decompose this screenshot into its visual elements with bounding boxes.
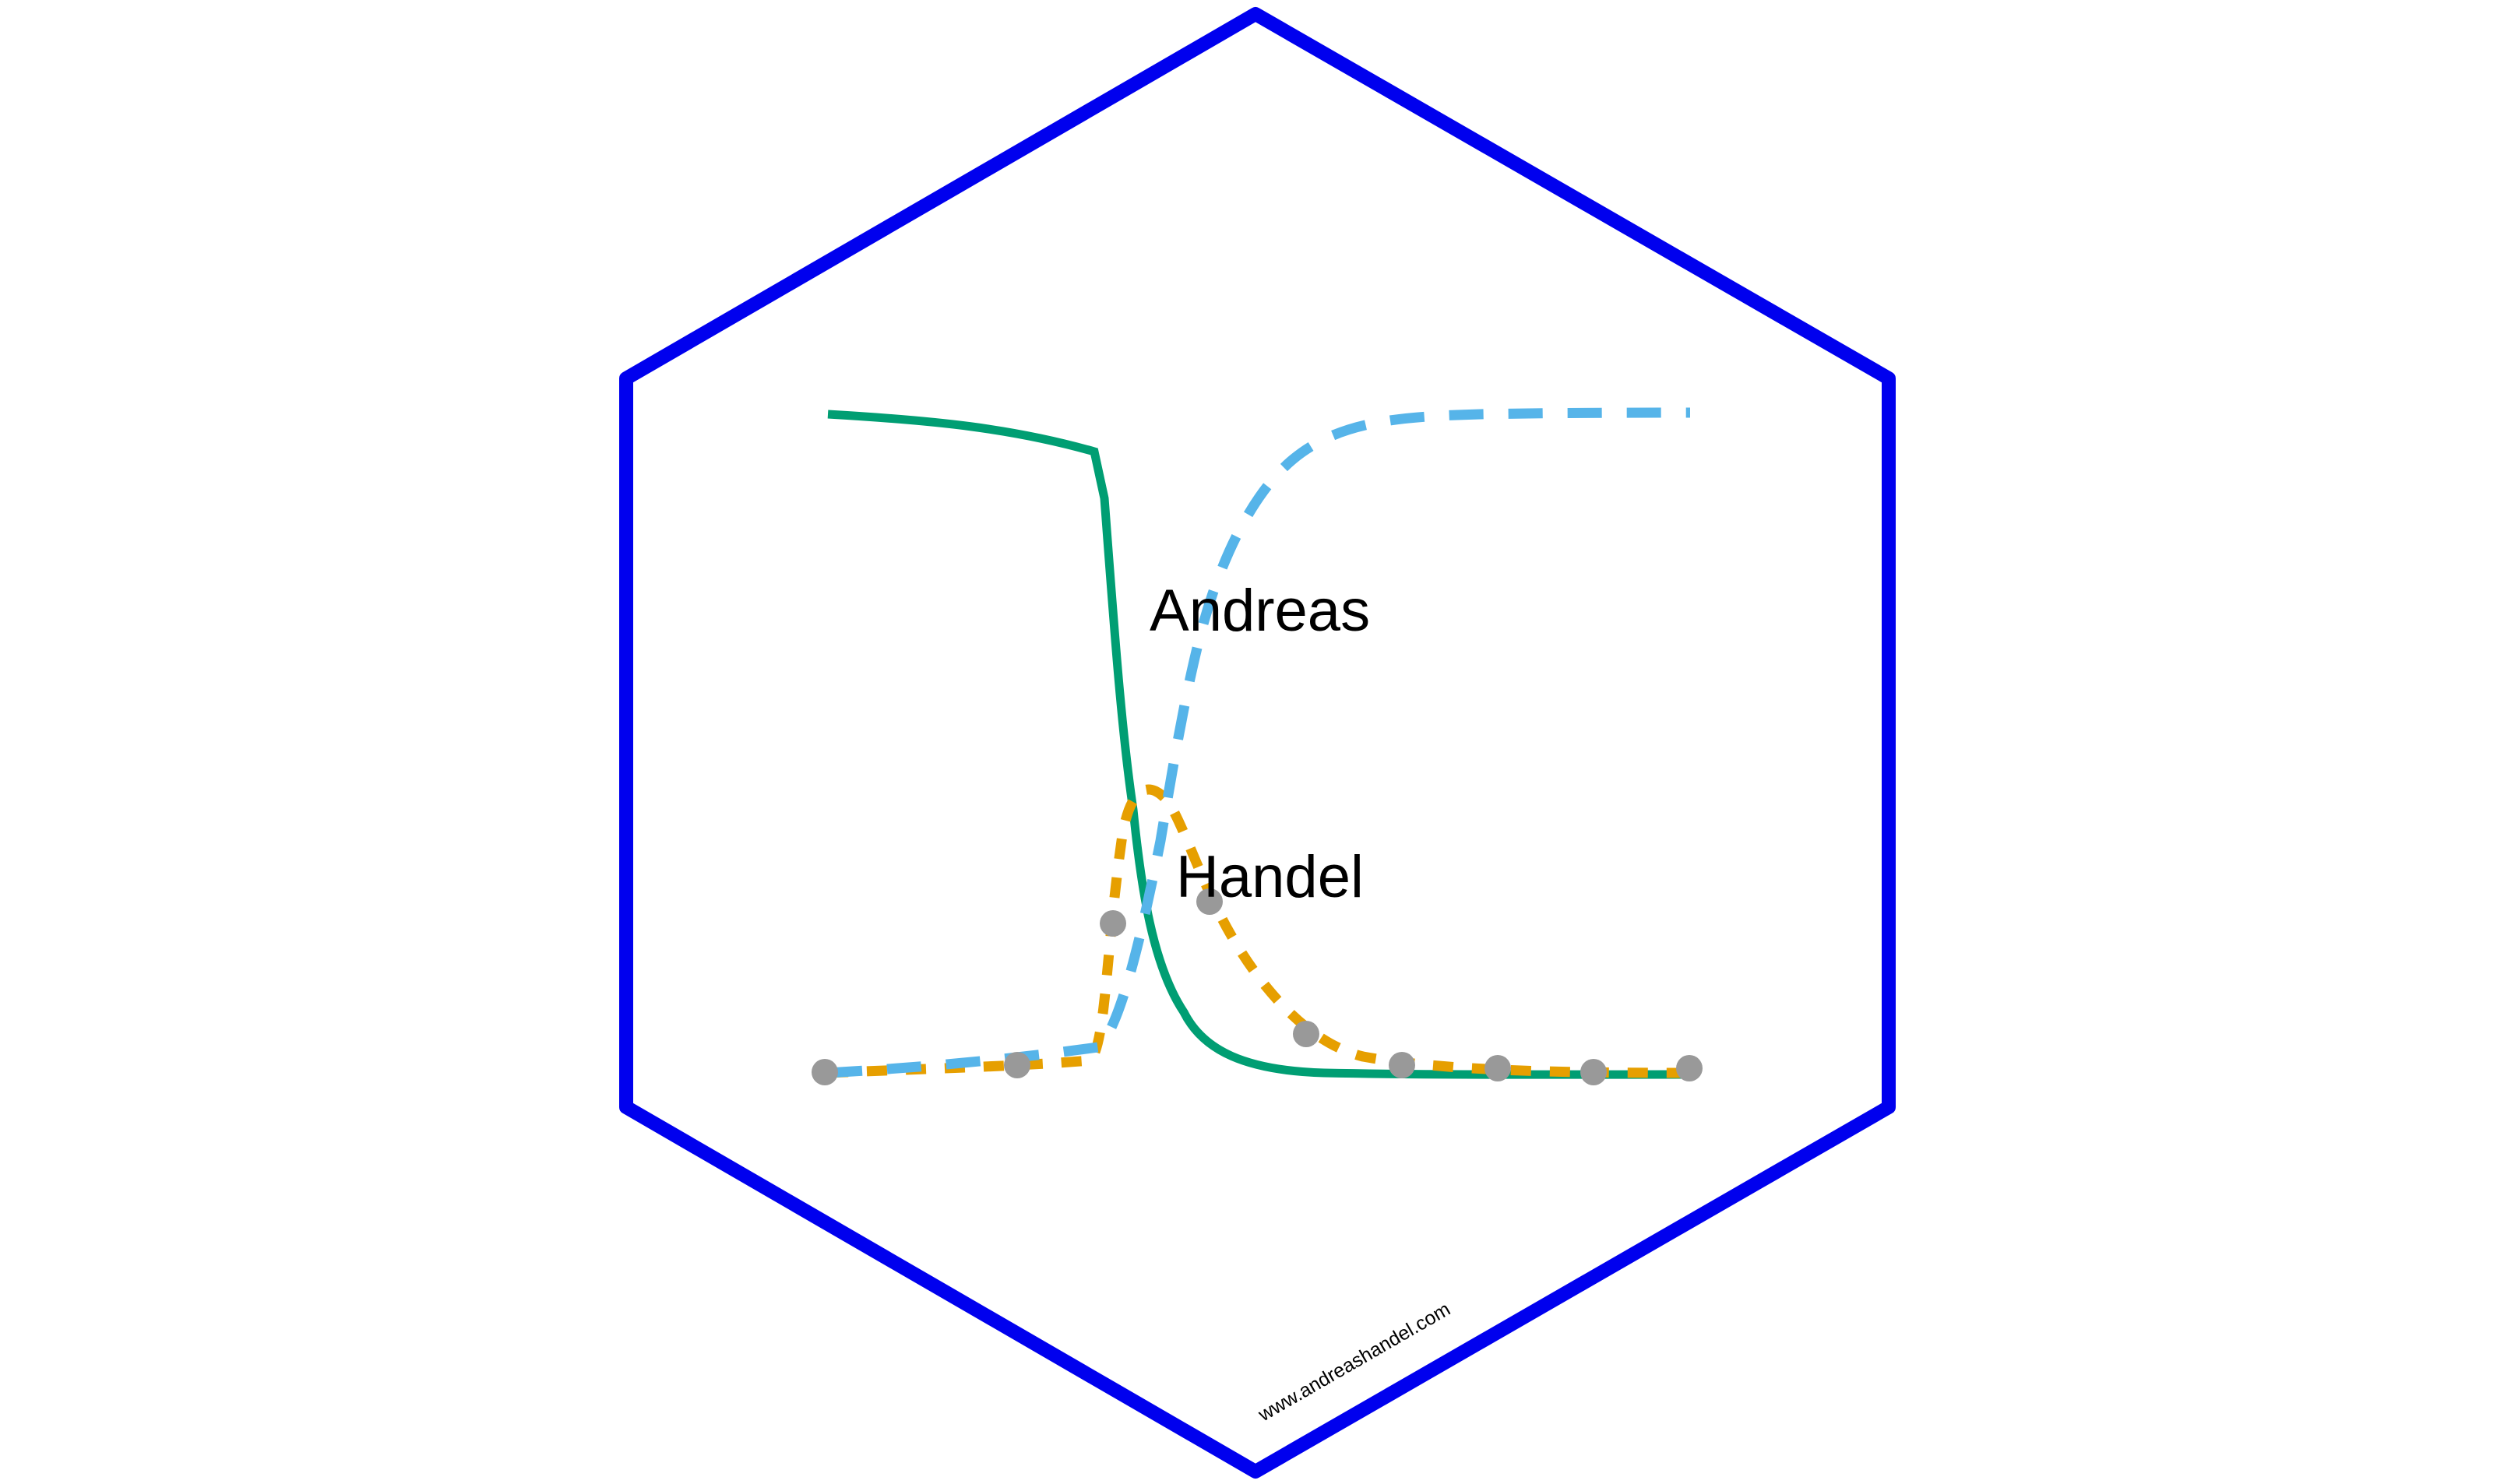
data-point: [1196, 888, 1223, 915]
data-point: [1004, 1052, 1030, 1078]
hexagon-border: [619, 7, 1896, 1479]
first-name: Andreas: [1150, 578, 1370, 644]
data-point: [1389, 1052, 1415, 1078]
data-point: [812, 1059, 838, 1085]
infected-curve: [827, 784, 1691, 1078]
uninfected-curve: [827, 410, 1691, 1079]
data-points: [812, 888, 1703, 1085]
data-point: [1484, 1055, 1511, 1081]
data-point: [1293, 1021, 1319, 1047]
recovered-curve: [827, 407, 1691, 1078]
data-point: [1676, 1055, 1703, 1081]
data-point: [1100, 910, 1126, 937]
last-name: Handel: [1176, 844, 1364, 910]
data-point: [1580, 1059, 1607, 1085]
